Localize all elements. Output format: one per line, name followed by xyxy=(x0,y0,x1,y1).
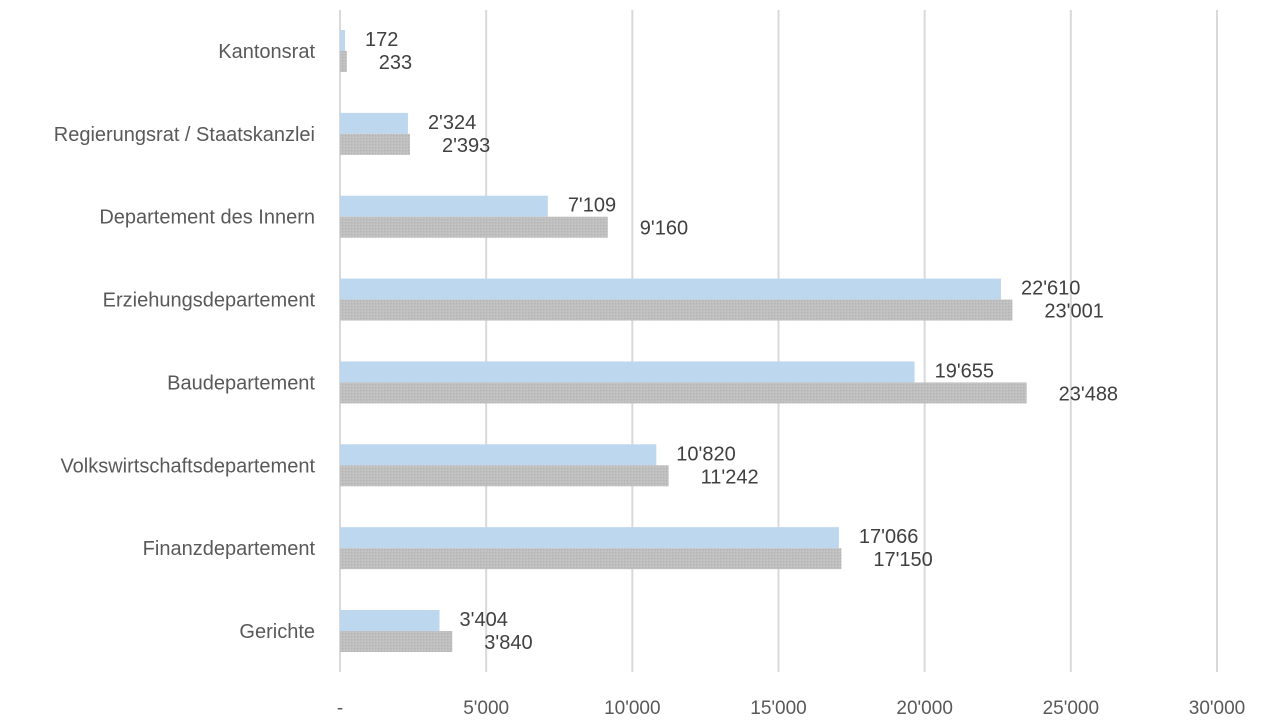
bar-series1 xyxy=(340,361,915,383)
bar-series2 xyxy=(340,51,347,72)
category-label: Gerichte xyxy=(239,621,315,643)
bar-series2 xyxy=(340,299,1013,321)
category-label: Erziehungsdepartement xyxy=(103,290,316,312)
x-tick-label: - xyxy=(337,698,343,719)
data-label-series2: 2'393 xyxy=(442,135,490,157)
x-tick-label: 30'000 xyxy=(1189,698,1245,719)
labels: - 5'000 10'000 15'000 20'000 25'000 30'000 Kant… xyxy=(54,29,1245,719)
bar-series2 xyxy=(340,216,608,238)
category-label: Regierungsrat / Staatskanzlei xyxy=(54,124,315,146)
data-label-series1: 17'066 xyxy=(859,526,918,548)
data-label-series2: 17'150 xyxy=(873,549,932,571)
data-label-series2: 23'001 xyxy=(1044,301,1103,323)
x-tick-label: 5'000 xyxy=(463,698,509,719)
bar-series2 xyxy=(340,382,1027,404)
category-label: Baudepartement xyxy=(167,372,315,394)
data-label-series1: 19'655 xyxy=(935,360,994,382)
data-label-series2: 9'160 xyxy=(640,218,688,240)
data-label-series2: 23'488 xyxy=(1059,383,1118,405)
bar-series1 xyxy=(340,610,440,632)
x-tick-label: 10'000 xyxy=(604,698,660,719)
bar-series1 xyxy=(340,195,548,217)
data-label-series2: 233 xyxy=(379,52,412,74)
gridlines xyxy=(339,10,1218,672)
bar-series1 xyxy=(340,30,346,51)
data-label-series2: 3'840 xyxy=(484,632,532,654)
data-label-series1: 172 xyxy=(365,29,398,51)
bar-series2 xyxy=(340,548,842,570)
bar-series2 xyxy=(340,465,669,487)
data-label-series1: 10'820 xyxy=(676,443,735,465)
data-label-series2: 11'242 xyxy=(701,466,759,488)
data-label-series1: 7'109 xyxy=(568,195,616,217)
category-label: Kantonsrat xyxy=(218,41,315,63)
bar-series1 xyxy=(340,278,1001,300)
bar-series1 xyxy=(340,527,839,549)
x-tick-label: 25'000 xyxy=(1043,698,1099,719)
data-label-series1: 3'404 xyxy=(460,609,508,631)
bar-series2 xyxy=(340,133,410,155)
bars xyxy=(340,30,1027,653)
bar-series1 xyxy=(340,444,657,466)
x-tick-label: 20'000 xyxy=(896,698,952,719)
data-label-series1: 2'324 xyxy=(428,112,476,134)
x-tick-label: 15'000 xyxy=(750,698,806,719)
category-label: Departement des Innern xyxy=(99,207,315,229)
bar-series2 xyxy=(340,631,453,653)
bar-series1 xyxy=(340,112,408,134)
category-label: Volkswirtschaftsdepartement xyxy=(60,455,315,477)
category-label: Finanzdepartement xyxy=(143,538,316,560)
data-label-series1: 22'610 xyxy=(1021,278,1080,300)
